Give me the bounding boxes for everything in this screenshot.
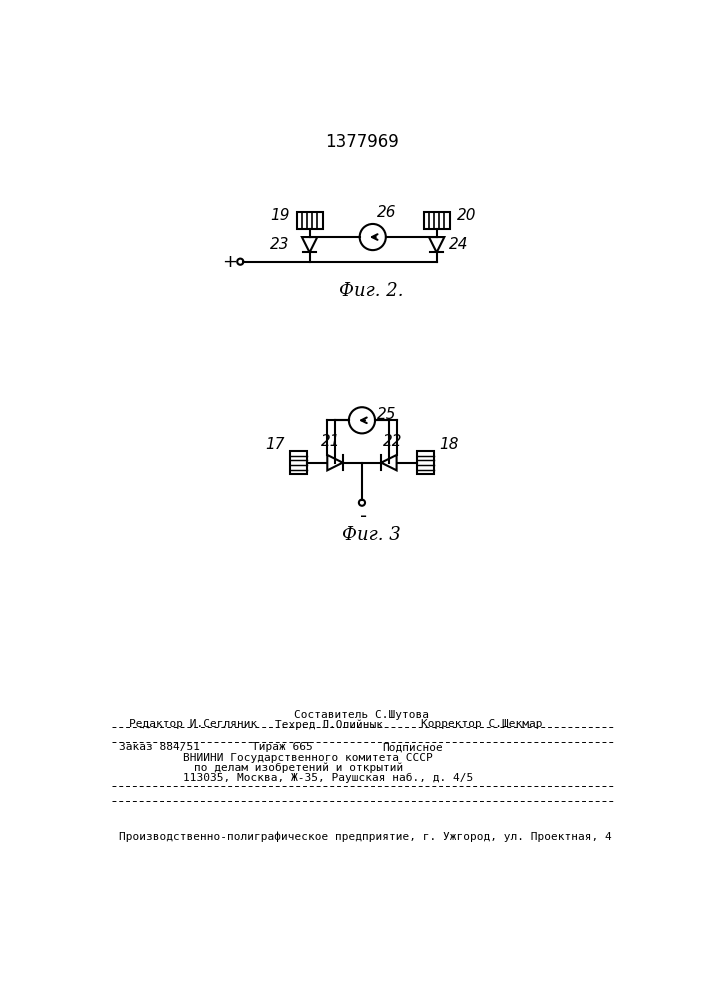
- Text: 18: 18: [439, 437, 459, 452]
- Text: Редактор И.Сегляник: Редактор И.Сегляник: [129, 719, 257, 729]
- Text: 19: 19: [270, 208, 290, 223]
- Bar: [290, 451, 307, 474]
- Text: Фиг. 2.: Фиг. 2.: [339, 282, 404, 300]
- Text: 24: 24: [449, 237, 469, 252]
- Text: Фиг. 3: Фиг. 3: [341, 526, 401, 544]
- Text: +: +: [222, 253, 237, 271]
- Text: 26: 26: [377, 205, 396, 220]
- Text: Составитель С.Шутова: Составитель С.Шутова: [294, 710, 429, 720]
- Text: 1377969: 1377969: [325, 133, 399, 151]
- Text: Техред Л.Олийнык: Техред Л.Олийнык: [275, 719, 383, 730]
- Text: 17: 17: [265, 437, 285, 452]
- Text: Заказ 884/51: Заказ 884/51: [119, 742, 200, 752]
- Text: 20: 20: [457, 208, 476, 223]
- Text: ВНИИНИ Государственного комитета СССР: ВНИИНИ Государственного комитета СССР: [182, 753, 432, 763]
- Text: 21: 21: [322, 434, 341, 449]
- Text: -: -: [360, 507, 367, 526]
- Text: Тираж 665: Тираж 665: [252, 742, 312, 752]
- Text: Корректор С.Шекмар: Корректор С.Шекмар: [421, 719, 543, 729]
- Text: по делам изобретений и открытий: по делам изобретений и открытий: [194, 763, 403, 773]
- Text: 113035, Москва, Ж-35, Раушская наб., д. 4/5: 113035, Москва, Ж-35, Раушская наб., д. …: [182, 773, 473, 783]
- Text: 25: 25: [377, 407, 396, 422]
- Bar: [296, 212, 322, 229]
- Bar: [417, 451, 434, 474]
- Bar: [423, 212, 450, 229]
- Text: Подписное: Подписное: [382, 742, 443, 752]
- Text: Производственно-полиграфическое предприятие, г. Ужгород, ул. Проектная, 4: Производственно-полиграфическое предприя…: [119, 831, 612, 842]
- Text: 22: 22: [383, 434, 402, 449]
- Text: 23: 23: [270, 237, 290, 252]
